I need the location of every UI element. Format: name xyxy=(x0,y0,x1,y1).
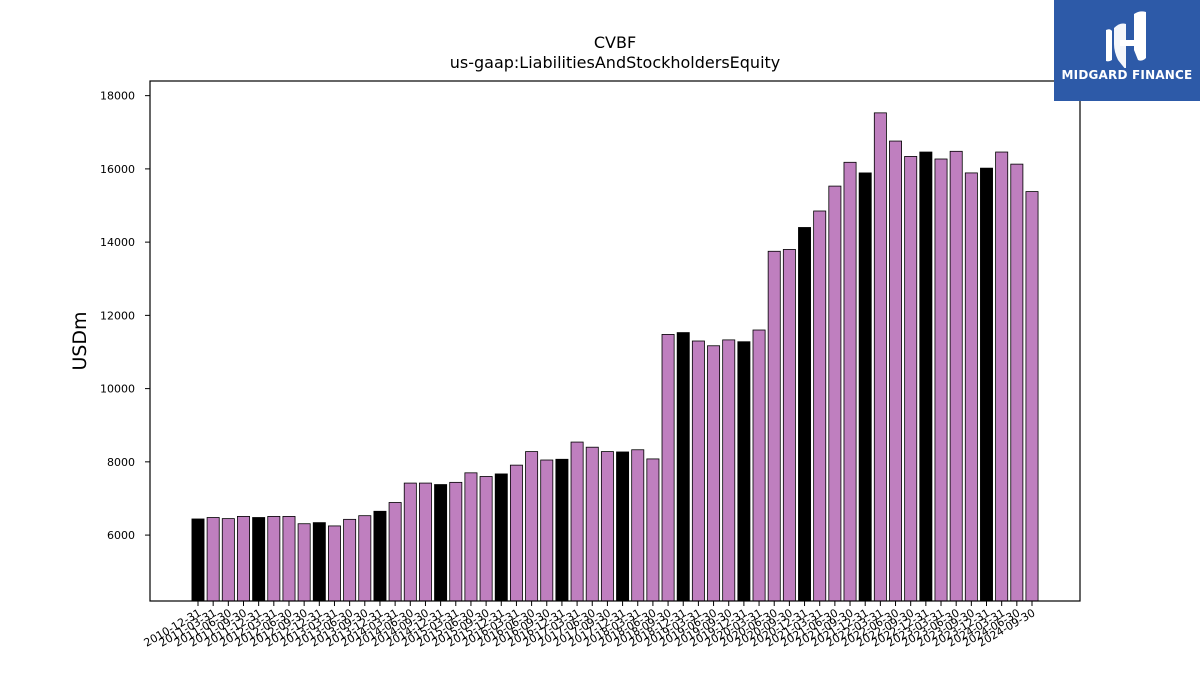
bars xyxy=(191,112,1039,602)
bar xyxy=(828,185,842,602)
y-tick-label: 6000 xyxy=(107,529,135,542)
y-tick-label: 16000 xyxy=(100,163,135,176)
bar xyxy=(206,517,220,602)
bar xyxy=(813,210,827,602)
x-axis: 2010-12-312011-03-312011-06-302011-09-30… xyxy=(142,601,1038,650)
bar xyxy=(1025,191,1039,602)
bar xyxy=(616,451,630,602)
chart-title: CVBF xyxy=(594,33,636,52)
bar xyxy=(191,518,205,602)
bar xyxy=(297,523,311,602)
bar xyxy=(403,482,417,602)
bar xyxy=(798,227,812,602)
bar xyxy=(343,518,357,602)
bar xyxy=(464,472,478,602)
brand-logo: MIDGARD FINANCE xyxy=(1054,0,1200,101)
bar xyxy=(585,446,599,602)
y-tick-label: 12000 xyxy=(100,309,135,322)
bar xyxy=(600,451,614,602)
bar xyxy=(418,482,432,602)
bar xyxy=(919,151,933,602)
bar xyxy=(555,458,569,602)
bar xyxy=(237,516,250,602)
bar xyxy=(525,451,539,602)
bar xyxy=(570,441,584,602)
bar xyxy=(449,481,463,602)
bar xyxy=(980,167,993,602)
bar xyxy=(267,516,281,602)
y-tick-label: 10000 xyxy=(100,383,135,396)
bar xyxy=(252,517,266,602)
y-tick-label: 14000 xyxy=(100,236,135,249)
y-axis-label: USDm xyxy=(69,311,91,370)
y-tick-label: 18000 xyxy=(100,90,135,103)
bar xyxy=(873,112,887,602)
bar xyxy=(707,345,721,602)
bar xyxy=(661,334,675,602)
bar xyxy=(479,476,493,602)
bar xyxy=(904,156,918,602)
bar xyxy=(934,158,948,602)
logo-text: MIDGARD FINANCE xyxy=(1061,68,1193,82)
bar xyxy=(373,510,387,602)
bar xyxy=(358,515,372,602)
bar xyxy=(737,341,751,602)
bar xyxy=(646,458,660,602)
bar xyxy=(631,449,645,602)
bar xyxy=(509,464,523,602)
bar xyxy=(767,250,781,602)
bar xyxy=(949,150,963,602)
bar xyxy=(494,473,508,602)
y-axis: 6000 8000 10000 12000 14000 16000 18000 xyxy=(100,90,150,542)
bar xyxy=(434,484,448,602)
bar xyxy=(328,525,341,602)
bar xyxy=(889,140,902,602)
bar xyxy=(964,172,978,602)
y-tick-label: 8000 xyxy=(107,456,135,469)
bar xyxy=(858,172,872,602)
bar xyxy=(691,340,705,602)
bar xyxy=(722,339,736,602)
bar xyxy=(221,518,235,602)
bar xyxy=(312,522,326,602)
bar xyxy=(752,329,766,602)
bar xyxy=(282,516,296,602)
bar xyxy=(676,332,690,602)
chart-subtitle: us-gaap:LiabilitiesAndStockholdersEquity xyxy=(450,53,781,72)
bar xyxy=(388,502,402,602)
bar xyxy=(782,249,796,602)
logo-mark-icon xyxy=(1106,11,1146,68)
bar xyxy=(1010,163,1024,602)
bar xyxy=(540,459,554,602)
bar xyxy=(843,161,857,602)
plot-frame xyxy=(149,80,1081,602)
bar xyxy=(995,151,1009,602)
